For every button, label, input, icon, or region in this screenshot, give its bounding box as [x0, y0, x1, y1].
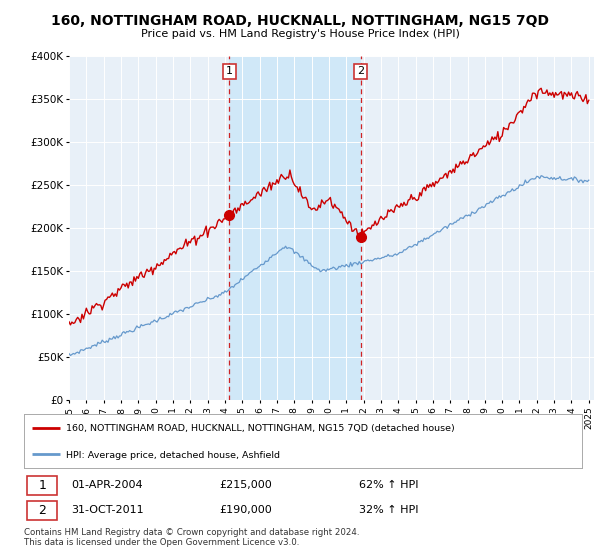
- Text: 31-OCT-2011: 31-OCT-2011: [71, 505, 144, 515]
- Text: 2: 2: [38, 504, 46, 517]
- FancyBboxPatch shape: [27, 476, 58, 495]
- Text: Contains HM Land Registry data © Crown copyright and database right 2024.
This d: Contains HM Land Registry data © Crown c…: [24, 528, 359, 547]
- Text: 1: 1: [38, 479, 46, 492]
- Text: £215,000: £215,000: [220, 480, 272, 491]
- Text: 62% ↑ HPI: 62% ↑ HPI: [359, 480, 418, 491]
- Text: 32% ↑ HPI: 32% ↑ HPI: [359, 505, 418, 515]
- Text: Price paid vs. HM Land Registry's House Price Index (HPI): Price paid vs. HM Land Registry's House …: [140, 29, 460, 39]
- Text: 160, NOTTINGHAM ROAD, HUCKNALL, NOTTINGHAM, NG15 7QD (detached house): 160, NOTTINGHAM ROAD, HUCKNALL, NOTTINGH…: [66, 424, 455, 433]
- FancyBboxPatch shape: [27, 501, 58, 520]
- Text: 160, NOTTINGHAM ROAD, HUCKNALL, NOTTINGHAM, NG15 7QD: 160, NOTTINGHAM ROAD, HUCKNALL, NOTTINGH…: [51, 14, 549, 28]
- Bar: [229, 56, 361, 400]
- Text: £190,000: £190,000: [220, 505, 272, 515]
- Text: 2: 2: [357, 67, 364, 77]
- Text: 01-APR-2004: 01-APR-2004: [71, 480, 143, 491]
- Text: HPI: Average price, detached house, Ashfield: HPI: Average price, detached house, Ashf…: [66, 451, 280, 460]
- Text: 1: 1: [226, 67, 233, 77]
